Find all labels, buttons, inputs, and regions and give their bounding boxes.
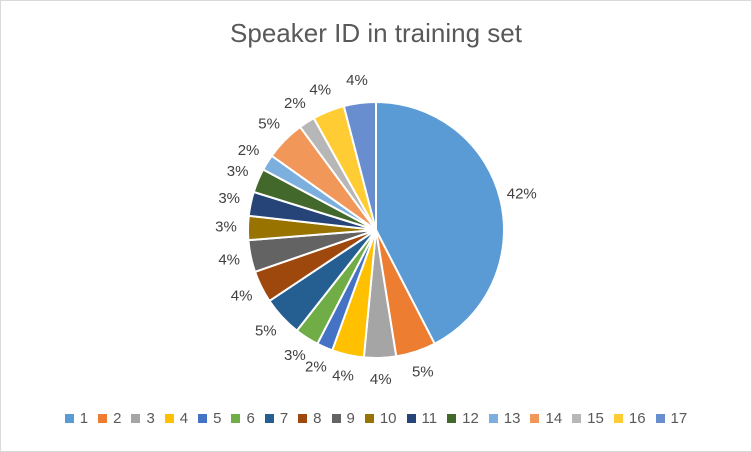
legend-swatch — [331, 414, 341, 423]
legend-label: 5 — [213, 410, 222, 427]
data-label-6: 3% — [284, 347, 306, 364]
legend-label: 12 — [462, 410, 479, 427]
legend-swatch — [613, 414, 623, 423]
legend-swatch — [231, 414, 241, 423]
data-label-9: 4% — [218, 252, 240, 269]
legend-label: 13 — [503, 410, 521, 427]
legend-label: 11 — [421, 410, 438, 427]
data-label-3: 4% — [370, 371, 392, 388]
pie-slice-1 — [375, 100, 505, 346]
legend-swatch — [488, 414, 498, 423]
legend-item-1: 1 — [64, 410, 89, 427]
legend-item-2: 2 — [98, 410, 121, 427]
legend-item-17: 17 — [655, 410, 688, 427]
legend-swatch — [572, 414, 582, 423]
legend-item-16: 16 — [613, 410, 646, 427]
legend-item-4: 4 — [164, 410, 189, 427]
data-label-15: 2% — [284, 95, 306, 112]
data-label-11: 3% — [218, 190, 240, 207]
legend-item-5: 5 — [198, 410, 221, 427]
legend-label: 4 — [179, 410, 189, 427]
legend-label: 3 — [146, 410, 155, 427]
data-label-10: 3% — [215, 219, 237, 236]
legend-swatch — [406, 414, 416, 423]
legend-item-8: 8 — [298, 410, 322, 427]
legend-label: 10 — [379, 410, 397, 427]
legend-swatch — [64, 414, 74, 423]
legend-swatch — [131, 414, 141, 423]
legend-label: 1 — [79, 410, 89, 427]
legend: 1 2 3 4 5 6 7 8 9 10 11 12 13 14 15 16 17 — [0, 410, 752, 427]
legend-item-11: 11 — [406, 410, 438, 427]
legend-swatch — [98, 414, 108, 423]
legend-item-10: 10 — [364, 410, 397, 427]
pie-slice-17 — [342, 100, 377, 231]
legend-item-13: 13 — [488, 410, 521, 427]
data-label-13: 2% — [238, 142, 260, 159]
data-label-1: 42% — [507, 186, 537, 203]
legend-label: 7 — [279, 410, 289, 427]
legend-item-15: 15 — [572, 410, 604, 427]
legend-item-7: 7 — [264, 410, 289, 427]
legend-label: 15 — [587, 410, 604, 427]
legend-swatch — [198, 414, 208, 423]
legend-swatch — [447, 414, 457, 423]
legend-item-9: 9 — [331, 410, 355, 427]
data-label-4: 4% — [332, 367, 354, 384]
legend-swatch — [655, 414, 665, 423]
legend-label: 16 — [628, 410, 646, 427]
legend-label: 17 — [670, 410, 688, 427]
legend-swatch — [364, 414, 374, 423]
legend-swatch — [530, 414, 540, 423]
legend-label: 14 — [545, 410, 563, 427]
legend-label: 6 — [246, 410, 255, 427]
data-label-16: 4% — [309, 82, 331, 99]
legend-item-14: 14 — [530, 410, 562, 427]
data-label-5: 2% — [305, 358, 327, 375]
legend-label: 2 — [113, 410, 122, 427]
legend-label: 9 — [346, 410, 355, 427]
data-label-17: 4% — [346, 72, 368, 89]
data-label-7: 5% — [255, 323, 277, 340]
legend-swatch — [264, 414, 274, 423]
data-label-14: 5% — [258, 116, 280, 133]
legend-item-12: 12 — [447, 410, 479, 427]
legend-item-6: 6 — [231, 410, 255, 427]
chart-title: Speaker ID in training set — [230, 18, 522, 48]
legend-swatch — [298, 414, 308, 423]
data-label-8: 4% — [231, 288, 253, 305]
legend-item-3: 3 — [131, 410, 155, 427]
data-label-12: 3% — [227, 163, 249, 180]
legend-swatch — [164, 414, 174, 423]
legend-label: 8 — [313, 410, 322, 427]
data-label-2: 5% — [412, 363, 434, 380]
